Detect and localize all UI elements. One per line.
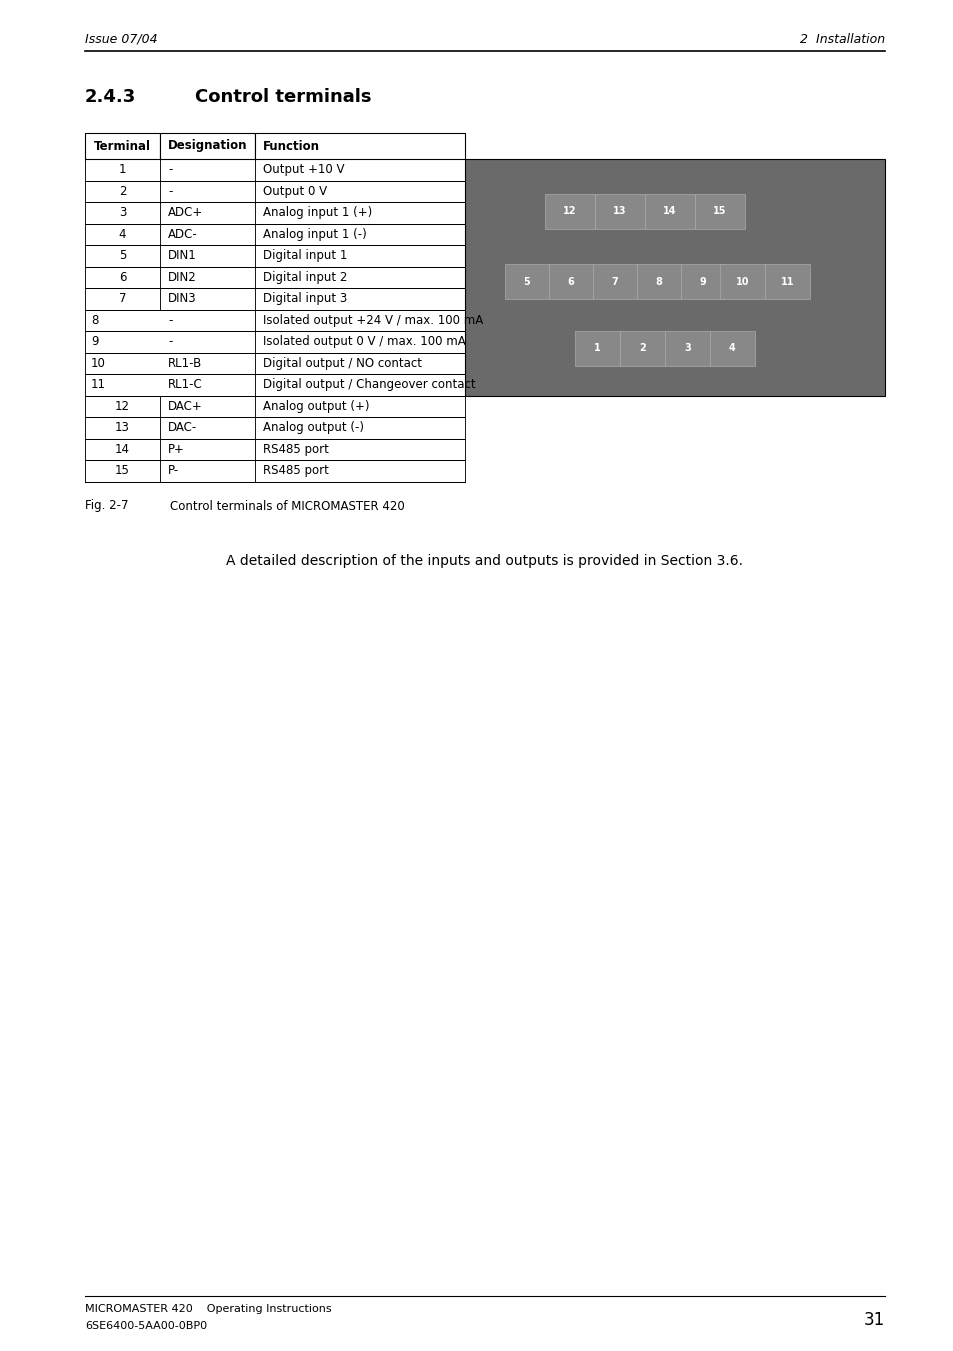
Text: 15: 15 [713,207,726,216]
Text: RS485 port: RS485 port [263,443,329,455]
Bar [160,132,254,159]
Text: 4: 4 [118,228,126,240]
Text: 1: 1 [594,343,600,353]
Text: Digital output / NO contact: Digital output / NO contact [263,357,421,370]
Text: 3: 3 [683,343,690,353]
Text: Analog input 1 (+): Analog input 1 (+) [263,207,372,219]
Bar [544,193,595,228]
Text: 6SE6400-5AA00-0BP0: 6SE6400-5AA00-0BP0 [85,1321,207,1331]
Text: Digital input 1: Digital input 1 [263,249,347,262]
Text: 31: 31 [862,1310,884,1329]
Text: 11: 11 [91,378,106,392]
Text: 7: 7 [611,277,618,286]
Text: 10: 10 [735,277,748,286]
Bar [548,265,593,300]
Text: 13: 13 [115,422,130,434]
Text: -: - [168,185,172,197]
Bar [664,331,709,366]
Text: 5: 5 [119,249,126,262]
Text: 13: 13 [613,207,626,216]
Text: 12: 12 [562,207,577,216]
Text: P-: P- [168,465,179,477]
Text: 8: 8 [91,313,98,327]
Text: 7: 7 [118,292,126,305]
Text: 9: 9 [91,335,98,349]
Text: 10: 10 [91,357,106,370]
Text: 2.4.3: 2.4.3 [85,88,136,105]
Text: P+: P+ [168,443,185,455]
Text: Designation: Designation [168,139,247,153]
Bar [254,132,464,159]
Bar [709,331,754,366]
Text: Function: Function [263,139,319,153]
Text: DIN1: DIN1 [168,249,196,262]
Bar [575,331,619,366]
Bar [644,193,695,228]
Text: RS485 port: RS485 port [263,465,329,477]
Text: Output 0 V: Output 0 V [263,185,327,197]
Text: 15: 15 [115,465,130,477]
Text: -: - [168,335,172,349]
Bar [637,265,680,300]
Text: DAC-: DAC- [168,422,197,434]
Text: 12: 12 [115,400,130,413]
Bar [619,331,664,366]
Text: Isolated output 0 V / max. 100 mA: Isolated output 0 V / max. 100 mA [263,335,465,349]
Text: Control terminals: Control terminals [194,88,371,105]
Text: 4: 4 [728,343,735,353]
Text: Issue 07/04: Issue 07/04 [85,32,157,46]
Bar [504,265,548,300]
Text: 14: 14 [115,443,130,455]
Text: MICROMASTER 420    Operating Instructions: MICROMASTER 420 Operating Instructions [85,1304,332,1315]
Text: RL1-B: RL1-B [168,357,202,370]
Bar [680,265,724,300]
Bar [85,132,160,159]
Bar [764,265,809,300]
Text: Fig. 2-7: Fig. 2-7 [85,500,129,512]
Text: 5: 5 [523,277,530,286]
Text: 6: 6 [118,270,126,284]
Text: A detailed description of the inputs and outputs is provided in Section 3.6.: A detailed description of the inputs and… [226,554,742,569]
Text: 2  Installation: 2 Installation [799,32,884,46]
Text: DIN3: DIN3 [168,292,196,305]
Text: 2: 2 [118,185,126,197]
Text: DAC+: DAC+ [168,400,203,413]
Text: 9: 9 [699,277,705,286]
Text: Analog output (+): Analog output (+) [263,400,369,413]
Text: -: - [168,313,172,327]
Text: 6: 6 [567,277,574,286]
Text: Terminal: Terminal [94,139,151,153]
Text: Analog input 1 (-): Analog input 1 (-) [263,228,366,240]
Text: Isolated output +24 V / max. 100 mA: Isolated output +24 V / max. 100 mA [263,313,483,327]
Bar [593,265,637,300]
Text: Digital input 3: Digital input 3 [263,292,347,305]
Text: 1: 1 [118,163,126,176]
Text: 2: 2 [639,343,645,353]
Bar [464,159,884,396]
Text: Output +10 V: Output +10 V [263,163,344,176]
Text: DIN2: DIN2 [168,270,196,284]
Text: -: - [168,163,172,176]
Text: Analog output (-): Analog output (-) [263,422,364,434]
Bar [695,193,744,228]
Text: 3: 3 [119,207,126,219]
Text: ADC+: ADC+ [168,207,203,219]
Text: Control terminals of MICROMASTER 420: Control terminals of MICROMASTER 420 [170,500,404,512]
Text: Digital input 2: Digital input 2 [263,270,347,284]
Text: RL1-C: RL1-C [168,378,203,392]
Text: 8: 8 [655,277,661,286]
Text: Digital output / Changeover contact: Digital output / Changeover contact [263,378,476,392]
Text: 14: 14 [662,207,676,216]
Text: ADC-: ADC- [168,228,197,240]
Text: 11: 11 [780,277,794,286]
Bar [595,193,644,228]
Bar [720,265,764,300]
